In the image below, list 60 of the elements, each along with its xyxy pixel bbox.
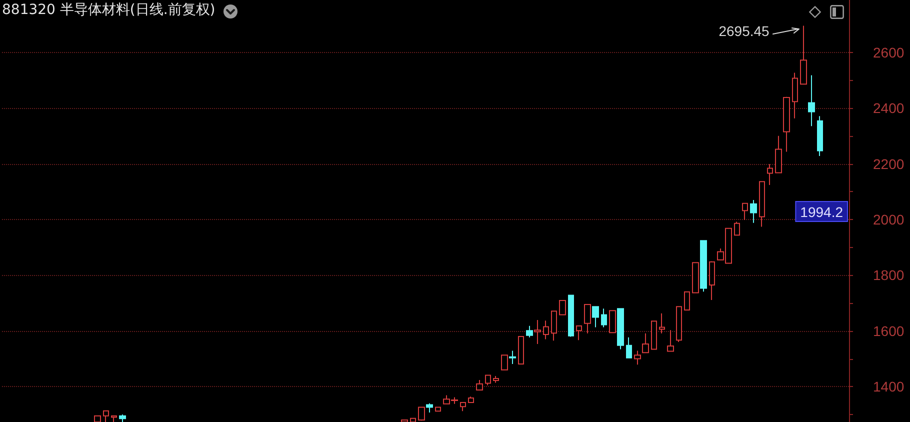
candlestick: [468, 396, 474, 403]
y-tick-label: 2200: [873, 156, 904, 172]
candlestick: [485, 374, 491, 386]
candlestick: [111, 415, 117, 422]
candlestick: [493, 376, 499, 384]
candlestick: [94, 415, 101, 422]
candlestick: [817, 116, 823, 156]
candlestick: [509, 350, 516, 365]
candlestick: [767, 164, 773, 186]
candlestick: [700, 240, 707, 292]
candlestick: [609, 310, 616, 334]
candlestick: [808, 74, 815, 127]
candlestick: [759, 181, 765, 228]
candlestick: [642, 332, 649, 354]
candlestick: [534, 320, 541, 345]
candlestick: [750, 199, 757, 224]
candlestick: [626, 336, 632, 358]
candlestick: [634, 350, 641, 366]
y-tick-label: 1600: [873, 322, 904, 339]
candlestick: [418, 406, 425, 422]
candlestick: [426, 402, 433, 414]
candlestick: [103, 410, 109, 422]
candlestick: [742, 202, 748, 221]
chart-title: 881320 半导体材料(日线.前复权): [2, 2, 216, 18]
candlestick: [543, 320, 549, 340]
candlestick: [792, 72, 798, 119]
candlestick: [584, 304, 591, 334]
candlestick: [435, 406, 441, 412]
candlestick: [501, 354, 508, 370]
candlestick: [734, 221, 740, 236]
candlestick: [676, 306, 682, 343]
candlestick: [476, 379, 483, 390]
candlestick: [667, 330, 674, 352]
candlestick: [617, 308, 624, 350]
candlestick: [568, 294, 574, 338]
candlestick: [709, 260, 715, 300]
candlestick: [559, 300, 566, 316]
y-tick-label: 2000: [873, 211, 904, 228]
candlestick: [692, 262, 699, 294]
candlestick: [659, 312, 665, 334]
candlestick: [460, 402, 466, 412]
candlestick: [119, 414, 126, 422]
y-tick-label: 2600: [873, 44, 904, 60]
annotation: 2695.45: [718, 22, 770, 39]
candlestick: [783, 96, 790, 152]
candlestick: [410, 418, 416, 422]
y-tick-label: 1800: [873, 267, 904, 284]
candlestick: [800, 25, 807, 85]
candlestick: [551, 310, 557, 342]
candlestick: [518, 336, 524, 365]
candlestick: [775, 135, 782, 174]
y-tick-label: 1400: [873, 378, 904, 395]
candlestick: [601, 308, 607, 328]
candlestick: [592, 306, 599, 328]
annotation: 1994.2: [800, 204, 844, 220]
candlestick: [576, 325, 582, 341]
candlestick: [651, 320, 657, 350]
candlestick: [684, 291, 690, 311]
y-tick-label: 2400: [873, 100, 904, 116]
candlestick: [526, 325, 533, 338]
